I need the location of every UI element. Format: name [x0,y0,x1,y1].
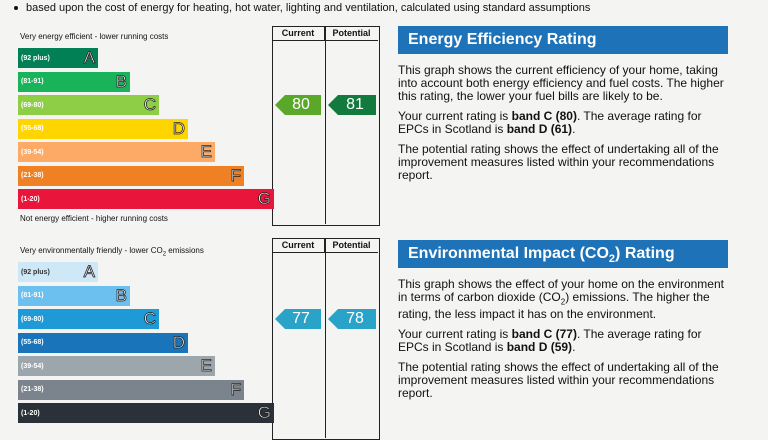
intro-line: based upon the cost of energy for heatin… [0,0,768,16]
band-letter: A [83,262,95,282]
env-potential-header: Potential [325,238,378,253]
energy-potential-text: The potential rating shows the effect of… [398,142,719,182]
env-current-arrow: 77 [275,309,321,329]
energy-potential-header: Potential [325,26,378,41]
band-range-label: (21-38) [21,172,44,179]
env-rating-title: Environmental Impact (CO2) Rating [398,240,728,268]
rating-band-a: (92 plus) A [18,48,98,68]
band-letter: E [200,142,212,162]
band-letter: A [83,48,95,68]
rating-band-c: (69-80) C [18,309,159,329]
band-range-label: (92 plus) [21,268,50,276]
energy-current-rating-text: Your current rating is band C (80). The … [398,109,702,136]
energy-current-header: Current [272,26,325,41]
env-top-label: Very environmentally friendly - lower CO… [20,246,204,258]
band-letter: C [143,95,156,115]
band-letter: B [115,285,127,305]
env-description: This graph shows the effect of your home… [398,277,724,322]
env-potential-text: The potential rating shows the effect of… [398,360,719,401]
band-letter: D [172,332,185,352]
rating-band-b: (81-91) B [18,285,130,306]
energy-columns-frame [272,26,380,226]
band-letter: G [257,403,271,423]
energy-top-label: Very energy efficient - lower running co… [20,32,169,41]
rating-band-g: (1-20) G [18,189,274,209]
environmental-impact-chart: Very environmentally friendly - lower CO… [14,236,384,440]
band-range-label: (55-68) [21,125,44,132]
band-range-label: (1-20) [21,195,40,203]
band-letter: F [230,165,241,185]
energy-rating-title: Energy Efficiency Rating [398,26,728,54]
env-current-header: Current [272,238,325,253]
band-letter: B [115,71,127,91]
rating-band-d: (55-68) D [18,332,188,353]
band-range-label: (55-68) [21,339,44,346]
env-current-rating-text: Your current rating is band C (77). The … [398,327,702,355]
env-rating-panel: Environmental Impact (CO2) Rating This g… [398,240,728,400]
energy-efficiency-chart: Very energy efficient - lower running co… [14,24,384,230]
rating-band-f: (21-38) F [18,379,244,400]
band-range-label: (39-54) [21,148,44,156]
energy-rating-panel: Energy Efficiency Rating This graph show… [398,26,728,182]
rating-band-d: (55-68) D [18,118,188,139]
band-range-label: (92 plus) [21,54,50,62]
rating-band-c: (69-80) C [18,95,159,115]
band-letter: D [172,118,185,138]
rating-band-e: (39-54) E [18,142,215,162]
band-range-label: (1-20) [21,409,40,417]
intro-text: based upon the cost of energy for heatin… [26,2,591,14]
rating-band-g: (1-20) G [18,403,274,423]
rating-band-e: (39-54) E [18,356,215,376]
rating-band-b: (81-91) B [18,71,130,92]
energy-bottom-label: Not energy efficient - higher running co… [20,214,168,223]
band-range-label: (81-91) [21,78,44,85]
env-columns-frame [272,238,380,440]
band-letter: F [230,379,241,399]
energy-current-arrow: 80 [275,95,321,115]
rating-band-a: (92 plus) A [18,262,98,282]
band-range-label: (69-80) [21,101,44,109]
energy-potential-arrow: 81 [328,95,376,115]
band-range-label: (69-80) [21,315,44,323]
band-letter: C [143,309,156,329]
band-range-label: (21-38) [21,386,44,393]
band-range-label: (39-54) [21,362,44,370]
band-letter: E [200,356,212,376]
band-range-label: (81-91) [21,292,44,299]
env-potential-arrow: 78 [328,309,376,329]
energy-description: This graph shows the current efficiency … [398,63,724,103]
rating-band-f: (21-38) F [18,165,244,186]
bullet-icon [14,6,18,10]
band-letter: G [257,189,271,209]
